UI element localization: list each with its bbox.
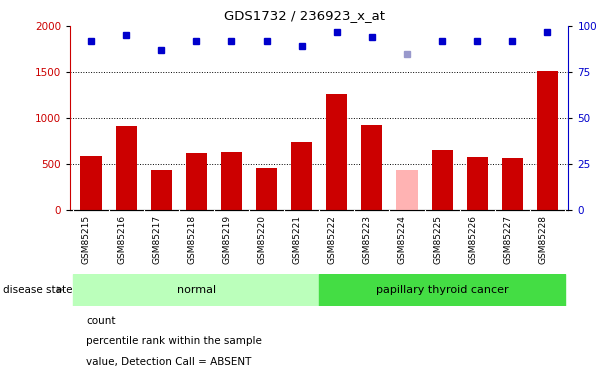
Text: papillary thyroid cancer: papillary thyroid cancer <box>376 285 508 295</box>
Text: GSM85217: GSM85217 <box>152 215 161 264</box>
Bar <box>186 153 207 210</box>
Text: GSM85218: GSM85218 <box>187 215 196 264</box>
Text: normal: normal <box>177 285 216 295</box>
Text: GSM85216: GSM85216 <box>117 215 126 264</box>
Text: GSM85222: GSM85222 <box>328 215 337 264</box>
Bar <box>432 150 452 210</box>
Text: GSM85228: GSM85228 <box>539 215 547 264</box>
Bar <box>74 274 319 306</box>
Text: GSM85220: GSM85220 <box>258 215 266 264</box>
Text: GSM85223: GSM85223 <box>363 215 372 264</box>
Bar <box>116 126 137 210</box>
Text: count: count <box>86 316 116 326</box>
Text: GSM85227: GSM85227 <box>503 215 513 264</box>
Text: GSM85221: GSM85221 <box>292 215 302 264</box>
Bar <box>221 152 242 210</box>
Bar <box>326 94 347 210</box>
Bar <box>502 158 523 210</box>
Text: GSM85219: GSM85219 <box>223 215 232 264</box>
Bar <box>151 171 171 210</box>
Text: GSM85224: GSM85224 <box>398 215 407 264</box>
Bar <box>467 157 488 210</box>
Bar <box>291 142 312 210</box>
Bar <box>80 156 102 210</box>
Bar <box>361 124 382 210</box>
Bar <box>537 71 558 210</box>
Bar <box>319 274 565 306</box>
Text: GSM85225: GSM85225 <box>433 215 442 264</box>
Text: percentile rank within the sample: percentile rank within the sample <box>86 336 262 346</box>
Bar <box>256 168 277 210</box>
Text: disease state: disease state <box>3 285 72 295</box>
Bar <box>396 170 418 210</box>
Text: GDS1732 / 236923_x_at: GDS1732 / 236923_x_at <box>224 9 384 22</box>
Text: GSM85215: GSM85215 <box>82 215 91 264</box>
Text: GSM85226: GSM85226 <box>468 215 477 264</box>
Text: value, Detection Call = ABSENT: value, Detection Call = ABSENT <box>86 357 252 367</box>
